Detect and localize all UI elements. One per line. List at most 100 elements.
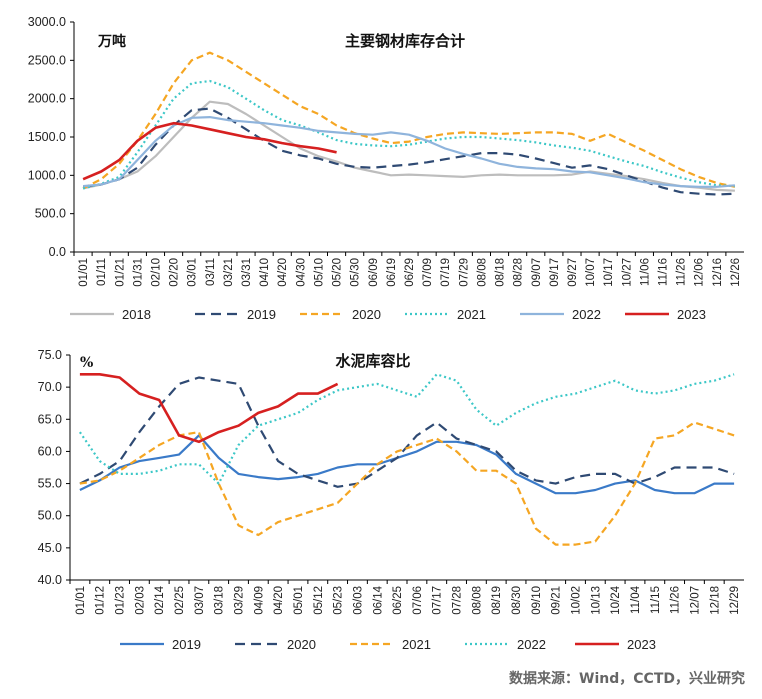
- x-tick-label: 11/26: [676, 258, 688, 286]
- x-tick-label: 12/18: [709, 586, 721, 615]
- x-tick-label: 10/07: [585, 258, 597, 287]
- x-tick-label: 06/29: [404, 258, 416, 287]
- x-tick-label: 07/06: [412, 586, 424, 615]
- legend-label-2018: 2018: [122, 307, 151, 322]
- x-tick-label: 02/25: [174, 586, 186, 615]
- series-line-2022: [78, 373, 735, 485]
- x-tick-label: 01/01: [78, 258, 90, 287]
- x-tick-label: 10/17: [603, 258, 615, 287]
- x-tick-label: 12/06: [694, 258, 706, 287]
- y-tick-label: 1000.0: [28, 168, 66, 182]
- y-ticks: 40.0 45.0 50.0 55.0 60.0 65.0 70.0 75.0: [38, 348, 70, 587]
- legend: 2018 2019 2020 2021 2022 2023: [70, 307, 706, 322]
- x-tick-label: 11/04: [630, 585, 642, 614]
- legend-label-2021: 2021: [402, 637, 431, 652]
- x-tick-label: 01/23: [115, 586, 127, 615]
- x-tick-label: 06/03: [352, 586, 364, 615]
- x-tick-label: 08/08: [471, 586, 483, 615]
- x-tick-label: 12/07: [689, 586, 701, 615]
- x-tick-label: 11/26: [670, 586, 682, 614]
- y-tick-label: 65.0: [38, 412, 62, 426]
- x-tick-label: 08/30: [511, 586, 523, 615]
- legend-label-2019: 2019: [172, 637, 201, 652]
- legend-label-2019: 2019: [247, 307, 276, 322]
- legend-label-2022: 2022: [517, 637, 546, 652]
- legend-label-2023: 2023: [677, 307, 706, 322]
- x-tick-label: 09/07: [531, 258, 543, 287]
- legend-label-2021: 2021: [457, 307, 486, 322]
- source-note: 数据来源：Wind，CCTD，兴业研究: [509, 670, 745, 687]
- steel-inventory-chart: 主要钢材库存合计 万吨 0.0 500.0 1000.0 1500.0 2000.0 25…: [28, 15, 744, 322]
- x-tick-label: 11/15: [650, 586, 662, 614]
- y-tick-label: 60.0: [38, 444, 62, 458]
- y-tick-label: 50.0: [38, 509, 62, 523]
- x-tick-label: 08/08: [476, 258, 488, 287]
- x-tick-label: 08/18: [495, 258, 507, 287]
- series-line-2019: [82, 107, 735, 196]
- legend: 2019 2020 2021 2022 2023: [120, 637, 656, 652]
- x-tick-label: 03/01: [187, 258, 199, 287]
- y-tick-label: 1500.0: [28, 130, 66, 144]
- x-tick-label: 05/20: [332, 258, 344, 287]
- x-tick-label: 02/14: [154, 585, 166, 614]
- x-tick-label: 03/29: [234, 586, 246, 615]
- y-tick-label: 45.0: [38, 541, 62, 555]
- series-line-2021: [79, 421, 735, 546]
- x-tick-label: 03/07: [194, 586, 206, 615]
- x-tick-label: 11/16: [658, 258, 670, 286]
- x-tick-label: 05/30: [350, 258, 362, 287]
- x-tick-label: 12/16: [712, 258, 724, 287]
- x-tick-label: 08/19: [491, 586, 503, 615]
- series-line-2023: [79, 373, 339, 444]
- series-line-2018: [82, 100, 735, 192]
- series-lines: [78, 373, 735, 546]
- y-tick-label: 55.0: [38, 477, 62, 491]
- x-tick-label: 01/21: [114, 258, 126, 287]
- x-tick-label: 04/09: [253, 586, 265, 615]
- x-tick-label: 05/01: [293, 586, 305, 615]
- x-ticks: 01/01 01/12 01/23 02/03 02/14 02/25 03/07 03/18…: [69, 580, 741, 615]
- y-tick-label: 40.0: [38, 573, 62, 587]
- x-tick-label: 07/19: [440, 258, 452, 287]
- x-tick-label: 10/27: [621, 258, 633, 287]
- y-tick-label: 70.0: [38, 380, 62, 394]
- x-tick-label: 12/29: [729, 586, 741, 615]
- x-tick-label: 11/06: [639, 258, 651, 286]
- x-tick-label: 10/02: [571, 586, 583, 615]
- x-tick-label: 07/09: [422, 258, 434, 287]
- x-tick-label: 02/20: [169, 258, 181, 287]
- series-line-2023: [82, 121, 337, 181]
- y-tick-label: 3000.0: [28, 15, 66, 29]
- x-tick-label: 06/09: [368, 258, 380, 287]
- series-line-2019: [79, 434, 735, 495]
- x-tick-label: 09/17: [549, 258, 561, 287]
- x-tick-label: 06/19: [386, 258, 398, 287]
- x-tick-label: 09/21: [551, 586, 563, 615]
- y-tick-label: 2500.0: [28, 53, 66, 67]
- series-line-2020: [79, 376, 735, 488]
- x-tick-label: 04/20: [277, 258, 289, 287]
- x-tick-label: 06/25: [392, 586, 404, 615]
- x-tick-label: 03/18: [214, 586, 226, 615]
- y-tick-label: 75.0: [38, 348, 62, 362]
- legend-label-2020: 2020: [287, 637, 316, 652]
- x-tick-label: 02/10: [150, 258, 162, 287]
- chart-title: 主要钢材库存合计: [345, 32, 465, 50]
- x-tick-label: 01/11: [96, 258, 108, 286]
- x-tick-label: 07/17: [432, 586, 444, 615]
- x-tick-label: 08/28: [513, 258, 525, 287]
- legend-label-2023: 2023: [627, 637, 656, 652]
- x-tick-label: 12/26: [730, 258, 742, 287]
- x-tick-label: 04/10: [259, 258, 271, 287]
- y-tick-label: 0.0: [49, 245, 66, 259]
- cement-ratio-chart: 水泥库容比 % 40.0 45.0 50.0 55.0 60.0 65.0 70.0 75.0…: [38, 348, 744, 652]
- x-tick-label: 01/01: [75, 586, 87, 615]
- y-tick-label: 500.0: [35, 207, 66, 221]
- x-tick-label: 06/14: [372, 585, 384, 614]
- x-tick-label: 07/29: [458, 258, 470, 287]
- x-tick-label: 01/31: [132, 258, 144, 287]
- x-tick-label: 03/21: [223, 258, 235, 287]
- legend-label-2020: 2020: [352, 307, 381, 322]
- chart-title: 水泥库容比: [335, 352, 410, 370]
